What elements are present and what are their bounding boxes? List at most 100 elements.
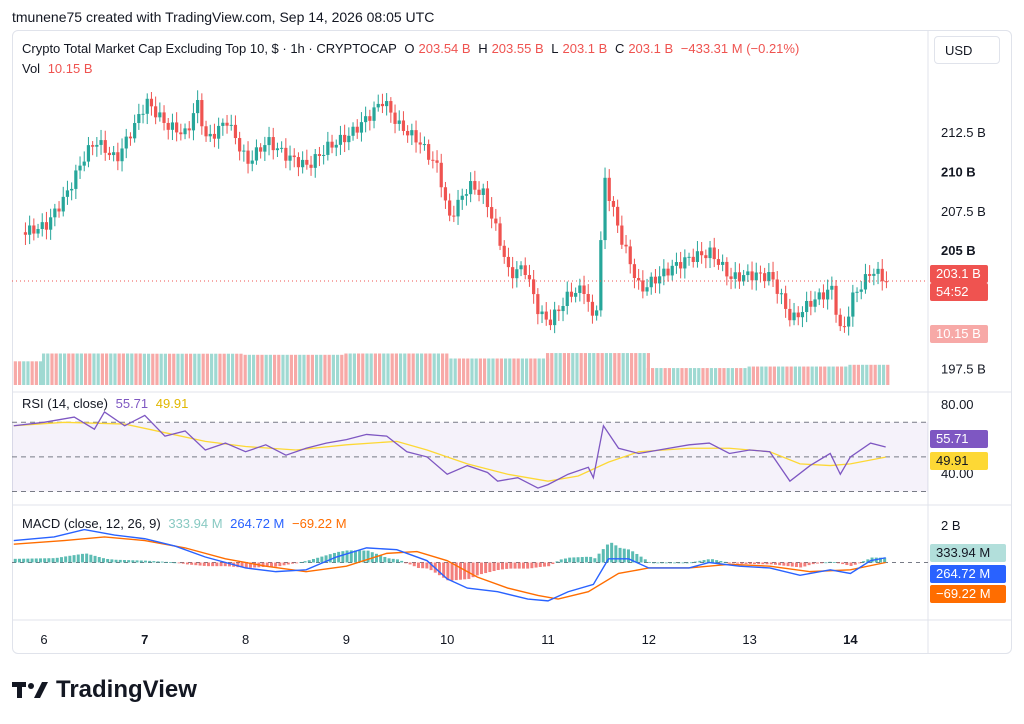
candle-body xyxy=(221,122,225,126)
volume-bar xyxy=(13,361,17,385)
macd-histogram-bar xyxy=(479,562,483,575)
legend-h-label: H xyxy=(478,41,488,56)
candle-body xyxy=(729,276,733,279)
volume-bar xyxy=(361,353,365,385)
candle-body xyxy=(620,225,624,245)
macd-histogram-bar xyxy=(626,549,630,563)
macd-histogram-bar xyxy=(769,562,773,565)
macd-tick-label: 2 B xyxy=(941,518,961,533)
macd-histogram-bar xyxy=(202,562,206,566)
volume-bar xyxy=(314,354,319,385)
macd-histogram-bar xyxy=(198,562,202,566)
macd-histogram-bar xyxy=(761,562,765,565)
rsi-band xyxy=(12,422,928,492)
volume-bar xyxy=(797,366,802,385)
candle-body xyxy=(792,312,796,321)
volume-bar xyxy=(516,358,520,385)
macd-histogram-bar xyxy=(110,559,114,563)
volume-bar xyxy=(785,366,789,385)
candle-body xyxy=(162,112,166,123)
candle-body xyxy=(74,170,78,189)
macd-histogram-bar xyxy=(227,562,231,567)
macd-histogram-bar xyxy=(148,560,152,563)
candle-body xyxy=(569,291,574,297)
macd-histogram-bar xyxy=(639,556,643,563)
price-tick-label: 212.5 B xyxy=(941,125,986,140)
macd-histogram-bar xyxy=(391,558,395,563)
volume-bar xyxy=(155,353,159,385)
macd-histogram-bar xyxy=(811,562,815,565)
volume-label: Vol xyxy=(22,61,41,76)
candle-body xyxy=(582,285,586,295)
candle-body xyxy=(376,103,380,108)
candle-body xyxy=(65,190,70,197)
volume-bar xyxy=(772,366,776,385)
brand-logo[interactable]: TradingView xyxy=(12,676,197,704)
volume-bar xyxy=(844,366,848,385)
candle-body xyxy=(863,274,868,290)
tradingview-logo-icon xyxy=(12,682,48,698)
candle-body xyxy=(284,147,288,161)
legend-close: 203.1 B xyxy=(628,41,674,56)
volume-bar xyxy=(34,361,38,385)
rsi-tick-label: 80.00 xyxy=(941,397,974,412)
volume-bar xyxy=(684,368,688,385)
candle-body xyxy=(523,265,527,276)
price-tick-label: 197.5 B xyxy=(941,361,986,376)
macd-histogram-bar xyxy=(652,562,656,564)
macd-histogram-bar xyxy=(458,562,462,580)
macd-line xyxy=(13,528,886,602)
volume-bar xyxy=(67,353,71,385)
candle-body xyxy=(763,273,767,282)
macd-histogram-bar xyxy=(828,561,832,563)
volume-bar xyxy=(298,354,302,385)
rsi-value: 55.71 xyxy=(115,396,149,411)
macd-histogram-bar xyxy=(883,557,887,563)
candle-body xyxy=(616,206,620,226)
macd-histogram-bar xyxy=(723,561,727,563)
currency-button[interactable]: USD xyxy=(934,36,1000,64)
candle-body xyxy=(666,268,670,276)
volume-bar xyxy=(71,353,75,385)
candle-body xyxy=(372,107,376,121)
volume-bar xyxy=(285,354,289,385)
macd-histogram-bar xyxy=(610,542,614,563)
candle-body xyxy=(410,130,414,136)
candle-body xyxy=(137,114,141,124)
macd-histogram-bar xyxy=(122,560,126,563)
price-tick-label: 210 B xyxy=(941,164,976,179)
macd-histogram-bar xyxy=(118,559,122,563)
volume-bar xyxy=(709,368,713,385)
rsi-legend: RSI (14, close) 55.71 49.91 xyxy=(22,396,192,411)
candle-body xyxy=(166,122,170,130)
macd-histogram-bar xyxy=(878,557,882,563)
candle-body xyxy=(355,126,359,133)
candle-body xyxy=(385,101,389,107)
macd-histogram-bar xyxy=(223,562,227,567)
macd-histogram-bar xyxy=(295,562,299,564)
candle-body xyxy=(704,255,708,259)
volume-bar xyxy=(386,353,390,385)
macd-histogram-bar xyxy=(290,562,294,564)
candle-body xyxy=(179,132,183,135)
macd-histogram-bar xyxy=(622,548,626,563)
volume-bar xyxy=(445,358,449,385)
chart-frame xyxy=(12,30,1012,654)
volume-bar xyxy=(121,353,125,385)
candle-body xyxy=(347,135,351,143)
candle-body xyxy=(103,140,107,153)
candle-body xyxy=(725,261,729,277)
volume-bar xyxy=(562,353,566,385)
macd-histogram-bar xyxy=(316,557,320,563)
candle-body xyxy=(683,257,687,269)
volume-bar xyxy=(734,368,739,385)
volume-bar xyxy=(688,368,692,385)
volume-bar xyxy=(75,353,79,385)
candle-body xyxy=(884,281,889,283)
candle-body xyxy=(133,123,137,139)
volume-bar xyxy=(818,366,823,385)
candle-body xyxy=(86,145,91,162)
macd-histogram-bar xyxy=(710,559,714,563)
macd-histogram-bar xyxy=(673,562,677,564)
